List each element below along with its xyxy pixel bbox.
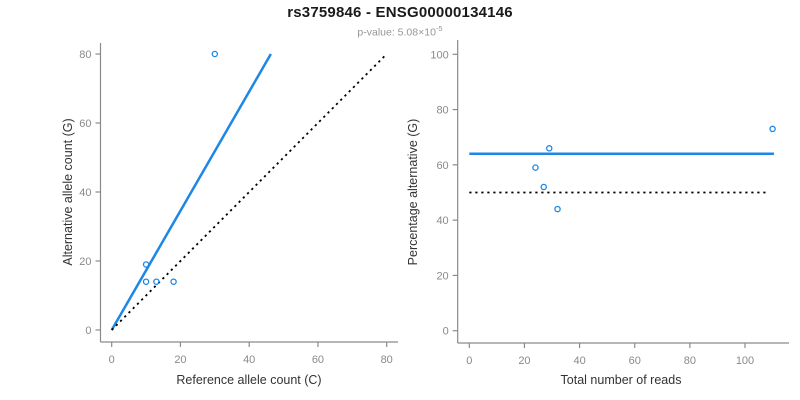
data-point: [142, 278, 150, 285]
y-tick-label: 0: [443, 326, 449, 338]
fit-line: [110, 53, 272, 331]
y-tick-label: 60: [79, 118, 91, 130]
y-tick-label: 20: [79, 256, 91, 268]
x-tick-label: 40: [573, 355, 585, 367]
subtitle-prefix: p-value: 5.08×10: [357, 26, 436, 39]
x-tick-label: 0: [109, 354, 115, 366]
data-point: [153, 278, 160, 285]
identity-line: [111, 53, 388, 331]
data-point: [142, 261, 150, 268]
data-point: [546, 145, 553, 152]
right-y-axis-label: Percentage alternative (G): [406, 119, 420, 266]
x-tick-label: 60: [629, 355, 641, 367]
data-point: [170, 278, 177, 285]
left-panel: 0 20 40 60 80 0 20 40 60 80: [79, 43, 398, 366]
data-point: [211, 50, 219, 58]
y-tick-label: 40: [79, 187, 91, 199]
y-tick-label: 60: [436, 160, 448, 172]
left-x-axis-label: Reference allele count (C): [176, 373, 321, 387]
x-tick-label: 20: [174, 354, 186, 366]
x-tick-label: 80: [684, 355, 696, 367]
x-tick-label: 60: [312, 354, 324, 366]
y-tick-label: 80: [79, 49, 91, 61]
right-x-axis-label: Total number of reads: [561, 373, 682, 387]
y-tick-label: 100: [430, 49, 448, 61]
data-point: [532, 164, 539, 171]
subtitle-exponent: -5: [435, 24, 443, 33]
y-tick-label: 20: [436, 270, 448, 282]
x-tick-label: 40: [243, 354, 255, 366]
plot-subtitle: p-value: 5.08×10-5: [0, 24, 800, 39]
right-panel: 0 20 40 60 80 100 0 20 40 60 80 100: [430, 40, 789, 367]
plot-title: rs3759846 - ENSG00000134146: [287, 4, 513, 21]
data-point: [554, 205, 561, 213]
y-tick-label: 0: [85, 325, 91, 337]
y-tick-label: 80: [436, 105, 448, 117]
x-tick-label: 100: [736, 355, 754, 367]
x-tick-label: 20: [518, 355, 530, 367]
y-tick-label: 40: [436, 215, 448, 227]
data-point: [769, 125, 776, 133]
left-y-axis-label: Alternative allele count (G): [61, 118, 75, 265]
data-point: [540, 183, 547, 191]
x-tick-label: 80: [381, 354, 393, 366]
x-tick-label: 0: [466, 355, 472, 367]
